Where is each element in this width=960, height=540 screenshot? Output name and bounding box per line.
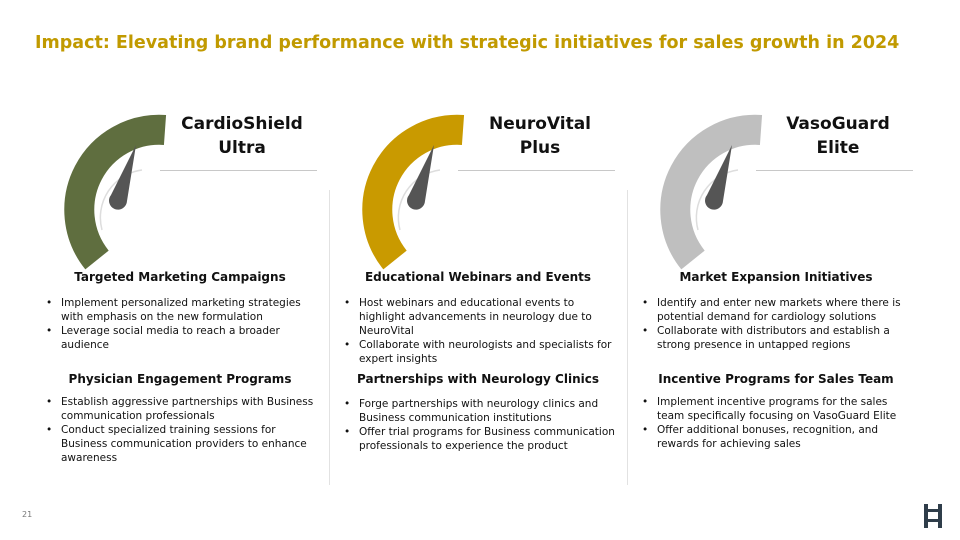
slide-title: Impact: Elevating brand performance with… [35,33,900,53]
brand-underline [458,170,615,171]
gauge-needle [109,145,136,210]
brand-name-line: Ultra [218,138,266,158]
bullet-list: Identify and enter new markets where the… [628,296,914,352]
gauge-inner-ring [695,169,739,231]
bullet-list: Forge partnerships with neurology clinic… [330,397,616,453]
brand-name-line: CardioShield [181,114,303,134]
gauge-needle [705,145,732,210]
gauge-icon [362,114,465,270]
bullet-item: Leverage social media to reach a broader… [32,324,318,352]
gauge-inner-ring [99,169,143,231]
brand-underline [160,170,317,171]
brand-column-vasoguard: VasoGuard Elite Market Expansion Initiat… [628,90,924,490]
gauge-arc [362,114,465,270]
brand-name-line: Plus [519,138,561,158]
bullet-item: Collaborate with neurologists and specia… [330,338,616,366]
brand-name: VasoGuard Elite [768,112,908,160]
bullet-item: Offer trial programs for Business commun… [330,425,616,453]
bullet-list: Implement incentive programs for the sal… [628,395,914,451]
gauge-arc [660,114,763,270]
section-heading: Incentive Programs for Sales Team [658,372,894,386]
bullet-item: Identify and enter new markets where the… [628,296,914,324]
bullet-item: Implement personalized marketing strateg… [32,296,318,324]
bullet-item: Implement incentive programs for the sal… [628,395,914,423]
bullet-list: Host webinars and educational events to … [330,296,616,366]
gauge-needle [407,145,434,210]
brand-column-neurovital: NeuroVital Plus Educational Webinars and… [330,90,626,490]
bullet-item: Conduct specialized training sessions fo… [32,423,318,465]
brand-name-line: Elite [816,138,860,158]
section-heading: Market Expansion Initiatives [679,270,873,284]
section-heading: Targeted Marketing Campaigns [74,270,286,284]
brand-name-line: VasoGuard [786,114,890,134]
bullet-list: Establish aggressive partnerships with B… [32,395,318,465]
brand-name: CardioShield Ultra [172,112,312,160]
bullet-item: Host webinars and educational events to … [330,296,616,338]
bullet-item: Forge partnerships with neurology clinic… [330,397,616,425]
brand-underline [756,170,913,171]
bullet-item: Offer additional bonuses, recognition, a… [628,423,914,451]
brand-name-line: NeuroVital [488,114,592,134]
section-heading: Educational Webinars and Events [364,270,592,284]
gauge-inner-ring [397,169,441,231]
brand-column-cardioshield: CardioShield Ultra Targeted Marketing Ca… [32,90,328,490]
section-heading: Physician Engagement Programs [68,372,292,386]
gauge-icon [64,114,167,270]
hh-logo-icon [924,504,942,528]
bullet-list: Implement personalized marketing strateg… [32,296,318,352]
page-number: 21 [22,510,33,519]
bullet-item: Establish aggressive partnerships with B… [32,395,318,423]
gauge-icon [660,114,763,270]
section-heading: Partnerships with Neurology Clinics [357,372,599,386]
gauge-arc [64,114,167,270]
bullet-item: Collaborate with distributors and establ… [628,324,914,352]
brand-name: NeuroVital Plus [470,112,610,160]
